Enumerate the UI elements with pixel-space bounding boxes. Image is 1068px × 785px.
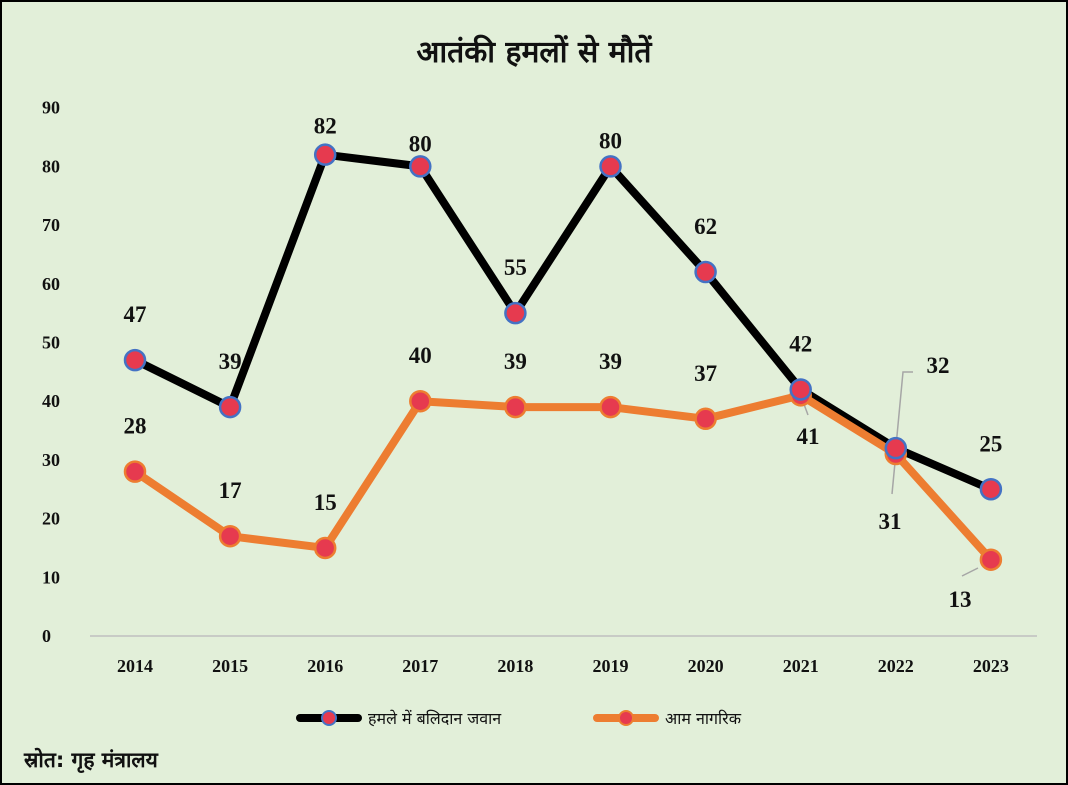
civilians-point <box>409 389 432 413</box>
civilians-point <box>123 460 147 483</box>
x-tick-label: 2022 <box>878 656 914 676</box>
civilians-point <box>979 548 1003 571</box>
civilians-data-label: 39 <box>599 349 622 374</box>
soldiers-data-label: 47 <box>124 302 147 327</box>
soldiers-point <box>123 348 147 372</box>
x-tick-label: 2015 <box>212 656 248 676</box>
legend-soldiers: हमले में बलिदान जवान <box>296 709 502 728</box>
x-tick-label: 2014 <box>117 656 153 676</box>
civilians-data-label: 40 <box>409 343 432 368</box>
soldiers-point <box>694 260 717 284</box>
y-tick-label: 10 <box>42 567 60 587</box>
civilians-data-label: 15 <box>314 490 337 515</box>
civilians-point <box>504 395 527 419</box>
x-tick-label: 2019 <box>593 656 629 676</box>
legend-label: हमले में बलिदान जवान <box>368 709 502 728</box>
x-tick-label: 2018 <box>497 656 533 676</box>
soldiers-point <box>789 378 812 401</box>
y-tick-label: 0 <box>42 626 51 646</box>
x-tick-label: 2017 <box>402 656 438 676</box>
soldiers-data-label: 55 <box>504 255 527 280</box>
civilians-series-line <box>131 391 995 564</box>
civilians-data-label: 28 <box>124 414 147 439</box>
source-note: स्रोत: गृह मंत्रालय <box>24 748 158 772</box>
soldiers-data-label: 42 <box>789 331 812 356</box>
soldiers-series-line <box>131 150 995 494</box>
civilians-point <box>694 407 717 431</box>
x-tick-label: 2021 <box>783 656 819 676</box>
soldiers-data-label: 62 <box>694 214 717 239</box>
legend-label: आम नागरिक <box>665 709 742 728</box>
legend-swatch-marker <box>321 710 337 726</box>
y-tick-label: 60 <box>42 274 60 294</box>
civilians-data-label: 41 <box>797 424 820 449</box>
soldiers-point <box>218 395 242 419</box>
chart-title: आतंकी हमलों से मौतें <box>416 35 652 70</box>
label-leader-line <box>895 371 913 449</box>
soldiers-point <box>884 436 908 460</box>
soldiers-data-label: 80 <box>599 128 622 153</box>
x-tick-label: 2023 <box>973 656 1009 676</box>
x-tick-label: 2016 <box>307 656 343 676</box>
legend-civilians: आम नागरिक <box>593 709 742 728</box>
soldiers-point <box>599 155 622 178</box>
soldiers-data-label: 82 <box>314 114 337 139</box>
y-tick-label: 90 <box>42 98 60 118</box>
civilians-point <box>599 395 622 419</box>
y-tick-label: 40 <box>42 391 60 411</box>
civilians-data-label: 39 <box>504 349 527 374</box>
soldiers-data-label: 25 <box>979 431 1002 456</box>
civilians-data-label: 13 <box>949 587 972 612</box>
label-leader-line <box>961 567 979 577</box>
soldiers-point <box>313 143 337 166</box>
civilians-point <box>218 524 242 548</box>
y-tick-label: 20 <box>42 509 60 529</box>
soldiers-data-label: 39 <box>219 349 242 374</box>
y-tick-label: 50 <box>42 333 60 353</box>
legend-swatch-marker <box>618 710 634 726</box>
civilians-data-label: 17 <box>219 478 242 503</box>
y-tick-label: 30 <box>42 450 60 470</box>
civilians-data-label: 37 <box>694 361 717 386</box>
soldiers-point <box>979 478 1003 501</box>
civilians-data-label: 31 <box>879 509 902 534</box>
soldiers-data-label: 80 <box>409 131 432 156</box>
x-tick-label: 2020 <box>688 656 724 676</box>
soldiers-point <box>409 155 432 178</box>
y-tick-label: 80 <box>42 156 60 176</box>
y-tick-label: 70 <box>42 215 60 235</box>
soldiers-point <box>504 301 527 325</box>
soldiers-data-label: 32 <box>927 353 950 378</box>
civilians-point <box>313 536 337 560</box>
